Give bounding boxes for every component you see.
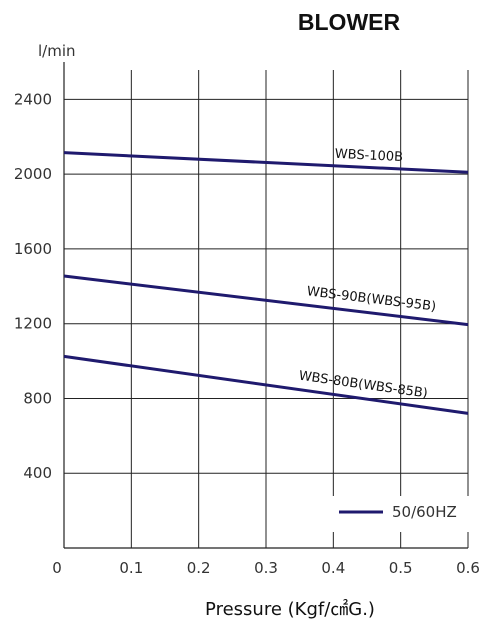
x-tick-label: 0.4 bbox=[321, 559, 345, 577]
x-axis-label: Pressure (Kgf/㎠G.) bbox=[205, 598, 375, 620]
x-tick-label: 0.1 bbox=[119, 559, 143, 577]
series-lines bbox=[63, 151, 469, 415]
x-tick-label: 0.6 bbox=[456, 559, 480, 577]
legend: 50/60HZ bbox=[330, 496, 480, 532]
y-tick-label: 800 bbox=[23, 389, 52, 407]
series-label: WBS-90B(WBS-95B) bbox=[306, 284, 437, 314]
series-line bbox=[63, 354, 469, 415]
y-tick-label: 400 bbox=[23, 464, 52, 482]
y-tick-label: 2000 bbox=[14, 165, 52, 183]
legend-label: 50/60HZ bbox=[392, 503, 457, 521]
x-tick-label: 0.3 bbox=[254, 559, 278, 577]
y-axis-unit: l/min bbox=[38, 42, 76, 60]
series-line bbox=[63, 151, 469, 174]
chart-title: BLOWER bbox=[298, 9, 401, 35]
x-ticks: 0 0.1 0.2 0.3 0.4 0.5 0.6 bbox=[52, 559, 480, 577]
series-labels: WBS-100B WBS-90B(WBS-95B) WBS-80B(WBS-85B) bbox=[298, 147, 437, 402]
x-tick-label: 0.2 bbox=[187, 559, 211, 577]
y-ticks: 400 800 1200 1600 2000 2400 bbox=[14, 90, 52, 482]
x-tick-label: 0 bbox=[52, 559, 62, 577]
series-line bbox=[63, 274, 469, 327]
series-label: WBS-80B(WBS-85B) bbox=[298, 369, 429, 402]
y-tick-label: 1200 bbox=[14, 315, 52, 333]
y-tick-label: 2400 bbox=[14, 90, 52, 108]
series-label: WBS-100B bbox=[334, 147, 403, 165]
legend-background bbox=[330, 496, 480, 532]
x-tick-label: 0.5 bbox=[389, 559, 413, 577]
y-tick-label: 1600 bbox=[14, 240, 52, 258]
grid bbox=[64, 70, 469, 548]
axes bbox=[63, 62, 468, 549]
